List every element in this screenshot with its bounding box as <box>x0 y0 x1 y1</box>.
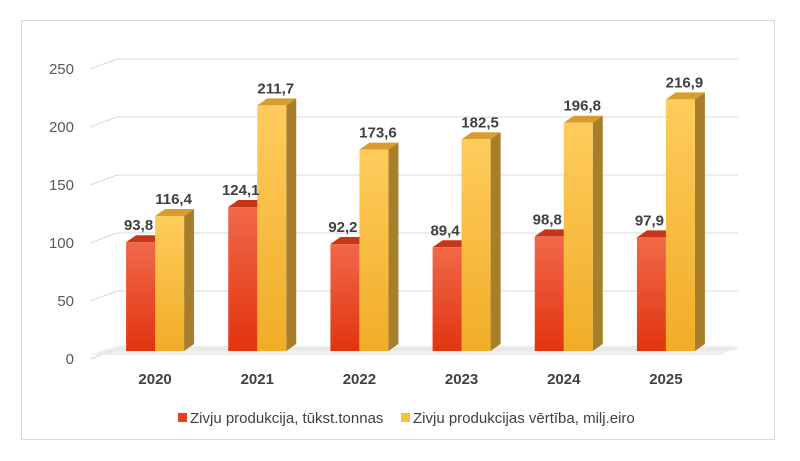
bar-side <box>694 92 705 352</box>
gridline <box>89 174 738 186</box>
y-tick-label: 150 <box>49 177 74 194</box>
gridline <box>89 290 738 302</box>
bar-front <box>461 139 491 351</box>
gridline-depth <box>89 116 118 128</box>
legend-label: Zivju produkcijas vērtība, milj.eiro <box>413 410 635 427</box>
bar-front <box>257 105 287 351</box>
bar <box>665 92 705 352</box>
bar <box>155 208 195 351</box>
bar-side <box>388 142 399 351</box>
bar-front <box>359 149 389 351</box>
bar-front <box>126 242 156 351</box>
x-tick-label: 2023 <box>445 371 478 388</box>
bar-top <box>257 98 297 106</box>
data-label: 116,4 <box>155 191 192 208</box>
data-label: 182,5 <box>461 114 499 131</box>
data-label: 173,6 <box>359 125 397 142</box>
bar-top <box>665 92 705 100</box>
y-tick-label: 250 <box>49 61 74 78</box>
bar-side <box>286 98 297 351</box>
bar-top <box>155 208 195 216</box>
gridline-depth <box>89 174 118 186</box>
gridline <box>89 58 738 70</box>
gridline-depth <box>89 58 118 70</box>
bar <box>257 98 297 351</box>
data-label: 124,1 <box>222 182 260 199</box>
x-tick-label: 2021 <box>241 371 274 388</box>
bar-side <box>184 208 195 351</box>
legend-swatch <box>178 413 187 422</box>
gridline-depth <box>89 232 118 244</box>
bar <box>359 142 399 351</box>
x-tick-label: 2022 <box>343 371 376 388</box>
bar-front <box>432 247 462 351</box>
x-tick-label: 2020 <box>138 371 171 388</box>
data-label: 196,8 <box>563 98 601 115</box>
bar-front <box>330 244 360 351</box>
data-label: 98,8 <box>533 211 562 228</box>
bar-front <box>636 237 666 351</box>
x-tick-label: 2025 <box>649 371 682 388</box>
bar-side <box>490 132 501 351</box>
y-tick-label: 0 <box>66 351 74 368</box>
data-label: 97,9 <box>635 212 664 229</box>
bar-top <box>461 132 501 140</box>
data-label: 92,2 <box>328 219 357 236</box>
y-tick-label: 100 <box>49 235 74 252</box>
data-label: 216,9 <box>666 74 704 91</box>
data-label: 211,7 <box>257 80 294 97</box>
bar <box>563 115 603 351</box>
legend-item: Zivju produkcija, tūkst.tonnas <box>178 410 383 427</box>
gridline <box>89 232 738 244</box>
bar-front <box>534 236 564 351</box>
bar-top <box>563 115 603 123</box>
data-label: 89,4 <box>430 222 460 239</box>
bar-side <box>592 115 603 351</box>
legend-label: Zivju produkcija, tūkst.tonnas <box>190 410 383 427</box>
bar-front <box>155 215 185 351</box>
data-label: 93,8 <box>124 217 153 234</box>
bar-front <box>563 122 593 351</box>
bar-front <box>228 207 258 351</box>
y-tick-label: 200 <box>49 119 74 136</box>
y-tick-label: 50 <box>57 293 74 310</box>
gridline <box>89 116 738 128</box>
bar-top <box>359 142 399 150</box>
bar-front <box>665 99 695 351</box>
gridline-depth <box>89 290 118 302</box>
legend-item: Zivju produkcijas vērtība, milj.eiro <box>401 410 635 427</box>
x-tick-label: 2024 <box>547 371 581 388</box>
legend-swatch <box>401 413 410 422</box>
bar <box>461 132 501 351</box>
